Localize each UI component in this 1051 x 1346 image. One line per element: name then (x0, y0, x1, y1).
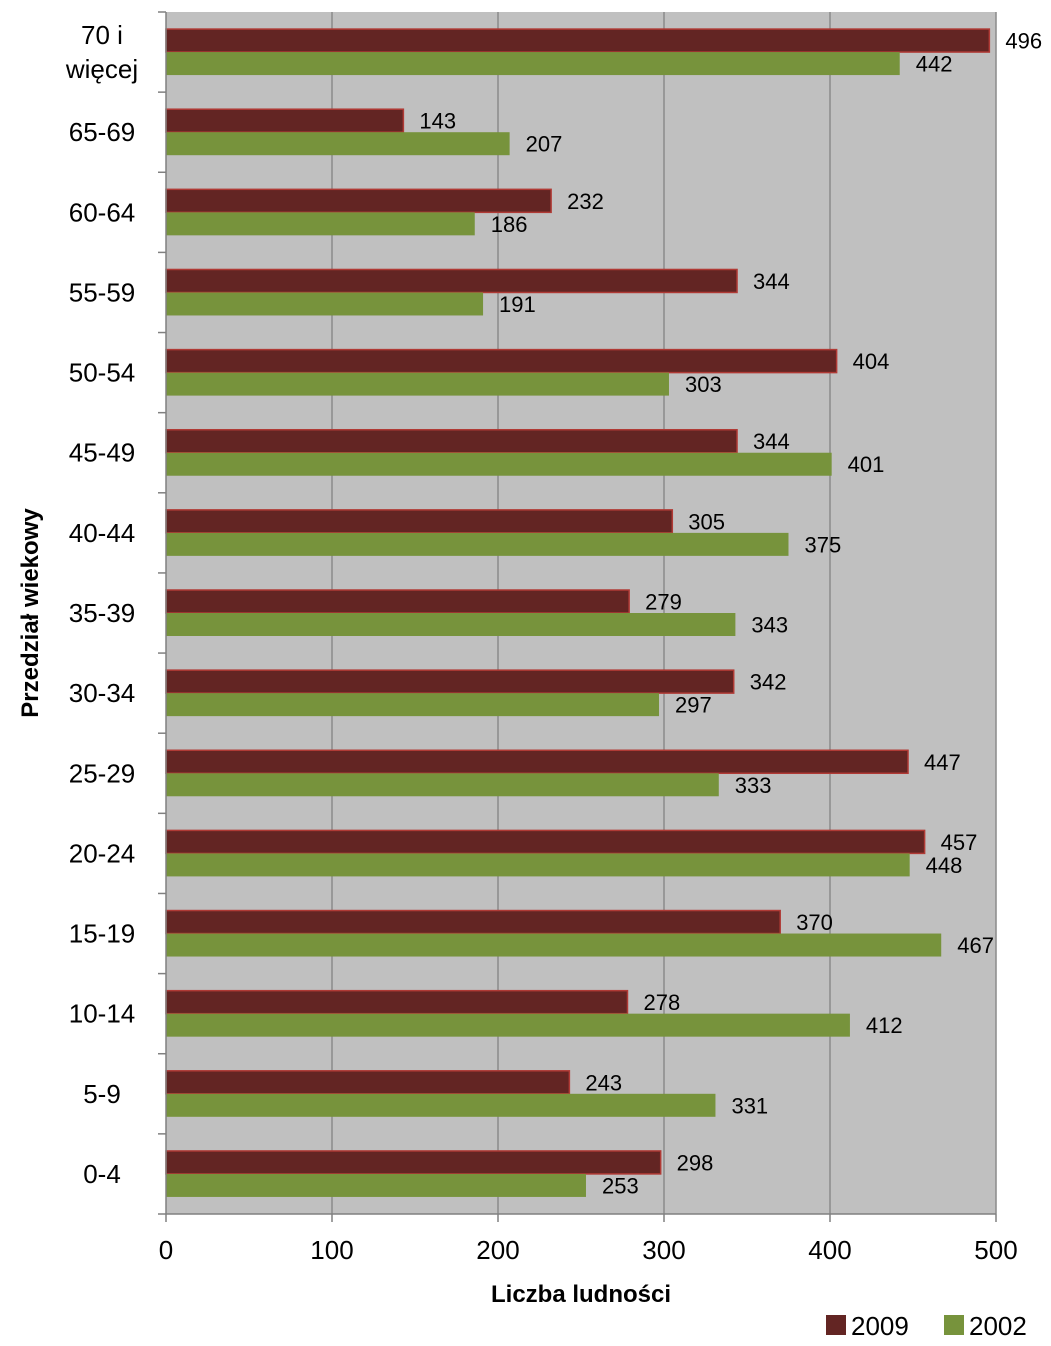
y-category-label: 35-39 (69, 598, 136, 628)
y-category-label: 15-19 (69, 919, 136, 949)
y-category-label: 40-44 (69, 518, 136, 548)
bar-2009 (165, 909, 781, 935)
data-label-2002: 448 (926, 853, 963, 878)
labels: 0 100 200 300 400 500 496 442 70 i więcej 143 207 65… (65, 20, 1042, 1265)
data-label-2002: 333 (735, 773, 772, 798)
bar-2009 (165, 749, 909, 775)
data-label-2002: 442 (916, 52, 953, 77)
data-label-2002: 207 (526, 132, 563, 157)
data-label-2009: 279 (645, 590, 682, 615)
axes (158, 11, 997, 1222)
data-label-2009: 278 (643, 990, 680, 1015)
bar-2002 (166, 853, 910, 877)
y-axis-title: Przedział wiekowy (17, 508, 44, 718)
legend-label-2009: 2009 (851, 1311, 909, 1341)
x-tick-label: 200 (476, 1235, 519, 1265)
bar-2009 (165, 28, 991, 53)
legend-swatch-2009 (826, 1315, 846, 1335)
bar-2002 (166, 452, 832, 476)
bar-2002 (166, 212, 475, 236)
x-axis-title: Liczba ludności (491, 1281, 671, 1308)
data-label-2009: 243 (585, 1070, 622, 1095)
y-category-label: 45-49 (69, 438, 136, 468)
legend: 2009 2002 (826, 1311, 1027, 1341)
data-label-2002: 467 (957, 933, 994, 958)
bar-2009 (165, 509, 674, 534)
data-label-2009: 298 (677, 1150, 714, 1175)
x-tick-label: 500 (974, 1235, 1017, 1265)
y-category-label: 0-4 (83, 1159, 121, 1189)
data-label-2002: 331 (731, 1093, 768, 1118)
bars (165, 28, 991, 1197)
y-category-label: 20-24 (69, 838, 136, 868)
y-category-label: 25-29 (69, 758, 136, 788)
bar-2009 (165, 428, 738, 454)
data-label-2002: 186 (491, 212, 528, 237)
bar-2002 (166, 1013, 850, 1037)
data-label-2009: 447 (924, 750, 961, 775)
data-label-2002: 375 (805, 532, 842, 557)
bar-2009 (165, 669, 735, 694)
y-category-label: 70 i więcej (65, 20, 138, 84)
data-label-2009: 305 (688, 509, 725, 534)
data-label-2009: 344 (753, 429, 790, 454)
data-label-2009: 370 (796, 910, 833, 935)
bar-2002 (166, 613, 736, 636)
bar-2002 (166, 532, 789, 556)
bar-2009 (165, 1150, 662, 1175)
bar-2002 (166, 1173, 586, 1197)
data-label-2002: 253 (602, 1173, 639, 1198)
data-label-2002: 412 (866, 1013, 903, 1038)
bar-2002 (166, 52, 900, 76)
x-tick-label: 400 (808, 1235, 851, 1265)
bar-2009 (165, 1070, 571, 1095)
bar-2009 (165, 108, 405, 133)
data-label-2009: 342 (750, 670, 787, 695)
x-tick-label: 0 (159, 1235, 173, 1265)
bar-2002 (166, 1093, 716, 1117)
bar-2002 (166, 132, 510, 156)
data-label-2009: 496 (1005, 29, 1042, 54)
data-label-2009: 404 (853, 349, 890, 374)
bar-2009 (165, 989, 629, 1015)
data-label-2002: 401 (848, 452, 885, 477)
legend-label-2002: 2002 (969, 1311, 1027, 1341)
data-label-2009: 344 (753, 269, 790, 294)
bar-2009 (165, 348, 838, 374)
bar-2002 (166, 773, 719, 797)
y-category-label: 60-64 (69, 197, 136, 227)
data-label-2002: 303 (685, 372, 722, 397)
data-label-2002: 297 (675, 693, 712, 718)
y-category-label: 5-9 (83, 1079, 121, 1109)
y-category-label: 65-69 (69, 117, 136, 147)
data-label-2009: 232 (567, 189, 604, 214)
y-category-label: 55-59 (69, 277, 136, 307)
y-category-label: 50-54 (69, 358, 136, 388)
bar-2009 (165, 268, 738, 294)
bar-2002 (166, 372, 669, 396)
data-label-2002: 343 (751, 613, 788, 638)
bar-2002 (166, 933, 942, 957)
y-category-label: 30-34 (69, 678, 136, 708)
bar-2009 (165, 188, 552, 214)
bar-2002 (166, 292, 484, 316)
x-tick-label: 100 (310, 1235, 353, 1265)
x-tick-label: 300 (642, 1235, 685, 1265)
bar-2009 (165, 589, 630, 614)
y-category-label: 10-14 (69, 999, 136, 1029)
data-label-2009: 143 (419, 109, 456, 134)
bar-2009 (165, 829, 926, 855)
data-label-2002: 191 (499, 292, 536, 317)
legend-swatch-2002 (944, 1315, 964, 1335)
bar-2002 (166, 693, 660, 717)
data-label-2009: 457 (941, 830, 978, 855)
